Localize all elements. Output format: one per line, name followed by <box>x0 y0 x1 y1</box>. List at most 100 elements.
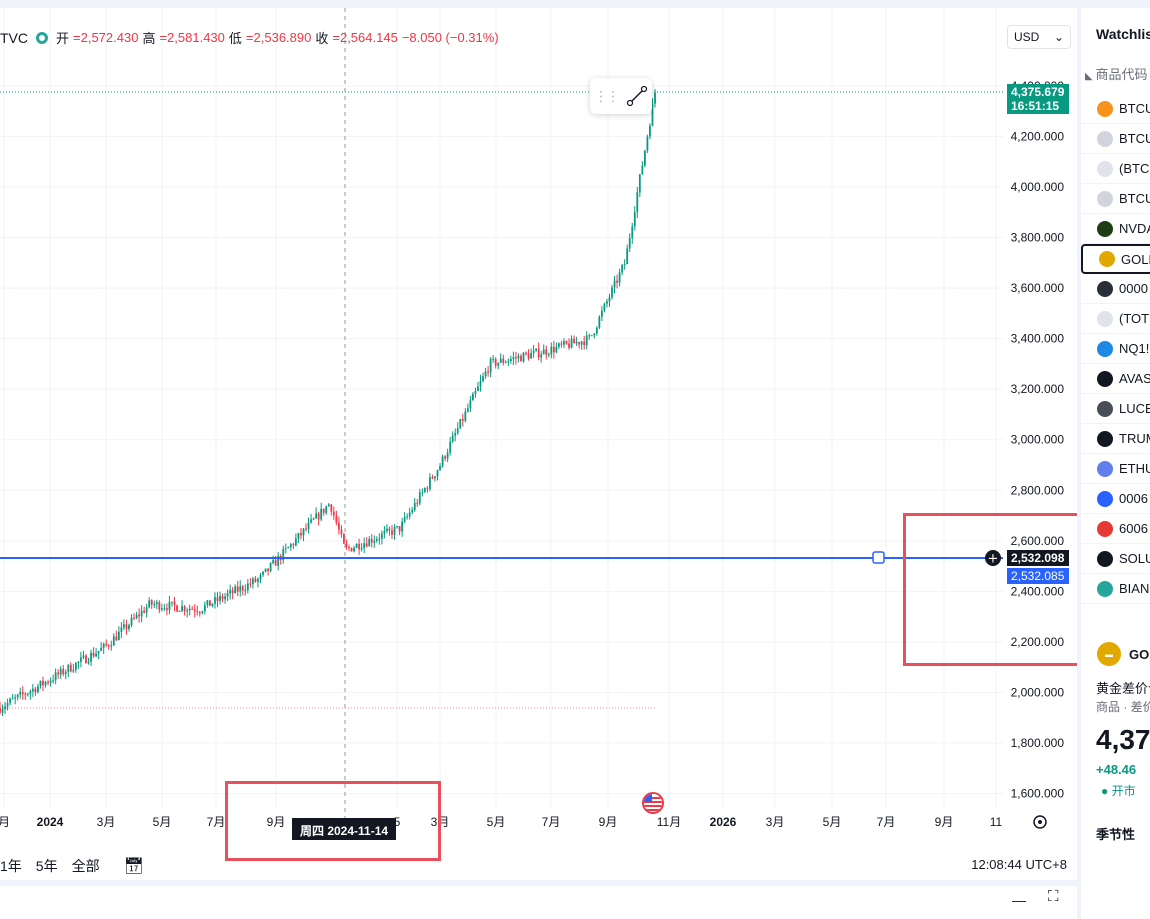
chart-pane[interactable]: 4,400.0004,200.0004,000.0003,800.0003,60… <box>0 8 1077 880</box>
candle-body <box>54 672 57 681</box>
candle-body <box>239 586 242 592</box>
candle-body <box>504 362 507 364</box>
candle-body <box>348 547 350 549</box>
candle-body <box>115 636 118 641</box>
candle-body <box>363 543 366 548</box>
candle-body <box>1 709 4 713</box>
candle-body <box>155 602 158 605</box>
watchlist-item[interactable]: BTCU <box>1081 184 1150 214</box>
range-1y[interactable]: 1年 <box>0 858 22 874</box>
price-tick-label: 1,600.000 <box>1011 787 1065 801</box>
candle-body <box>434 476 436 479</box>
candle-body <box>117 631 120 641</box>
range-all[interactable]: 全部 <box>71 858 100 874</box>
candle-body <box>310 519 312 523</box>
watchlist-item[interactable]: AVAS <box>1081 364 1150 394</box>
candle-body <box>244 590 247 592</box>
maximize-icon[interactable]: ⛶ <box>1048 888 1059 905</box>
watchlist-item[interactable]: (BTC <box>1081 154 1150 184</box>
seasonality-title[interactable]: 季节性 <box>1096 827 1136 842</box>
candle-body <box>289 544 292 548</box>
candle-body <box>606 301 608 304</box>
minimize-icon[interactable]: — <box>1012 892 1026 908</box>
drag-handle-icon[interactable]: ⋮⋮ <box>594 87 620 104</box>
watchlist-item[interactable]: NVDA <box>1081 214 1150 244</box>
candle-body <box>284 548 287 550</box>
us-flag-icon[interactable] <box>642 792 664 814</box>
candle-body <box>537 348 540 358</box>
high-label: 高 <box>142 31 156 46</box>
candle-body <box>618 272 621 283</box>
candle-body <box>11 698 14 700</box>
watchlist-item[interactable]: LUCE <box>1081 394 1150 424</box>
candle-body <box>588 335 591 337</box>
candle-body <box>542 349 545 355</box>
detail-price: 4,37 <box>1096 724 1150 755</box>
candle-body <box>416 502 419 504</box>
watchlist-item[interactable]: 0006 <box>1081 484 1150 514</box>
date-range-icon[interactable]: 📅︎ <box>123 858 144 875</box>
watchlist-item[interactable]: BTCU <box>1081 124 1150 154</box>
watchlist-item[interactable]: BIAN <box>1081 574 1150 604</box>
symbol-logo-icon <box>1097 550 1113 567</box>
watchlist-item-label: AVAS <box>1119 371 1150 386</box>
price-tick-label: 1,800.000 <box>1011 736 1065 750</box>
watchlist-item-label: ETHU <box>1119 461 1150 476</box>
price-chart[interactable]: 4,400.0004,200.0004,000.0003,800.0003,60… <box>0 8 1077 880</box>
symbol-logo-icon <box>1097 280 1113 297</box>
candle-body <box>42 680 44 686</box>
range-5y[interactable]: 5年 <box>35 858 58 874</box>
detail-symbol[interactable]: GOL <box>1129 646 1150 662</box>
candle-body <box>201 611 204 613</box>
candle-body <box>173 601 176 606</box>
candle-body <box>461 419 464 421</box>
column-header[interactable]: ◣ 商品代码 <box>1081 64 1150 84</box>
watchlist-item[interactable]: NQ1! <box>1081 334 1150 364</box>
candle-body <box>249 583 252 585</box>
candle-body <box>560 343 563 345</box>
candle-body <box>312 518 315 520</box>
candle-body <box>105 643 108 646</box>
change-value: −8.050 (−0.31%) <box>401 30 499 45</box>
watchlist-item[interactable]: SOLU <box>1081 544 1150 574</box>
candle-body <box>423 488 426 492</box>
candle-body <box>411 510 414 513</box>
candle-body <box>545 349 548 355</box>
candle-body <box>444 456 446 459</box>
open-value: =2,572.430 <box>73 30 139 45</box>
sort-icon: ◣ <box>1085 71 1096 82</box>
candle-body <box>203 605 206 612</box>
watchlist-item[interactable]: (TOT <box>1081 304 1150 334</box>
close-value: =2,564.145 <box>332 30 398 45</box>
watchlist-item[interactable]: ETHU <box>1081 454 1150 484</box>
candle-body <box>219 595 221 601</box>
candle-body <box>343 534 345 544</box>
candle-body <box>355 543 358 548</box>
currency-select[interactable]: USD ⌄ <box>1007 25 1071 49</box>
watchlist-item[interactable]: BTCU <box>1081 94 1150 124</box>
candle-body <box>193 609 196 612</box>
candle-body <box>327 504 330 507</box>
time-tick-label: 2026 <box>710 815 737 829</box>
clock-label[interactable]: 12:08:44 UTC+8 <box>971 857 1067 872</box>
candle-body <box>95 653 98 657</box>
drawing-toolbar[interactable]: ⋮⋮ <box>590 78 652 114</box>
candle-body <box>439 465 441 471</box>
trend-line-icon[interactable] <box>626 85 648 107</box>
symbol-label[interactable]: TVC <box>0 29 28 46</box>
candle-body <box>6 702 9 707</box>
candle-body <box>484 371 487 377</box>
candle-body <box>593 333 596 336</box>
candle-body <box>59 668 62 675</box>
watchlist-item[interactable]: 0000 <box>1081 274 1150 304</box>
watchlist-item[interactable]: 6006 <box>1081 514 1150 544</box>
watchlist-title[interactable]: Watchlist <box>1096 26 1150 42</box>
candle-body <box>120 627 123 632</box>
low-label: 低 <box>228 31 242 46</box>
candle-body <box>31 688 34 692</box>
watchlist-item[interactable]: GOLD <box>1081 244 1150 274</box>
candle-body <box>198 612 201 614</box>
watchlist-item[interactable]: TRUM <box>1081 424 1150 454</box>
chart-grid <box>0 8 1003 808</box>
candle-body <box>646 136 649 151</box>
